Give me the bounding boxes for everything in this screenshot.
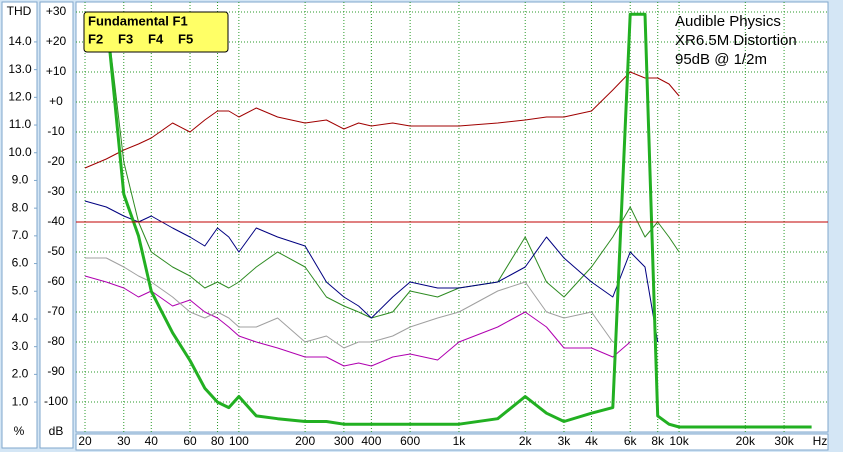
series-line: [85, 11, 680, 319]
y2-tick-label: 2.0: [12, 367, 29, 381]
y-tick-label: -70: [47, 304, 65, 318]
series-line: [85, 12, 812, 429]
y-tick-label: +10: [46, 64, 67, 78]
x-tick-label: 200: [295, 434, 315, 448]
x-tick-label: 3k: [558, 434, 572, 448]
y-tick-label: -80: [47, 334, 65, 348]
legend-label: F3: [118, 31, 133, 46]
legend-label: Fundamental F1: [88, 13, 188, 28]
y-tick-label: +30: [46, 4, 67, 18]
y-tick-label: -50: [47, 244, 65, 258]
y2-tick-label: 10.0: [8, 145, 32, 159]
y2-tick-label: 13.0: [8, 62, 32, 76]
y2-tick-label: 3.0: [12, 339, 29, 353]
x-tick-label: 400: [361, 434, 381, 448]
x-tick-label: 1k: [453, 434, 467, 448]
series-line: [84, 275, 631, 367]
series-line: [85, 257, 614, 349]
x-tick-label: 300: [334, 434, 354, 448]
x-tick-label: 30k: [774, 434, 794, 448]
y2-tick-label: 7.0: [12, 228, 29, 242]
y2-axis-label: THD: [7, 4, 32, 18]
x-tick-label: 20k: [736, 434, 756, 448]
annotation: XR6.5M Distortion: [675, 32, 797, 49]
y2-tick-label: 11.0: [9, 117, 32, 131]
legend-label: F5: [178, 31, 193, 46]
legend: Fundamental F1 F2 F3 F4 F5: [83, 11, 229, 53]
y-tick-label: +20: [46, 34, 67, 48]
x-tick-label: 40: [145, 434, 159, 448]
series-line: [84, 200, 659, 343]
y-tick-label: -10: [47, 124, 65, 138]
y2-tick-label: 14.0: [8, 34, 32, 48]
annotation: 95dB @ 1/2m: [675, 51, 767, 68]
x-tick-label: 600: [400, 434, 420, 448]
legend-box: [83, 11, 229, 53]
x-tick-label: 60: [183, 434, 197, 448]
plot-area: [75, 1, 829, 433]
x-tick-label: 2k: [519, 434, 533, 448]
y2-tick-label: 9.0: [12, 173, 29, 187]
series-line: [84, 71, 680, 169]
y2-unit: %: [14, 424, 25, 438]
y-unit: dB: [49, 424, 64, 438]
y2-tick-label: 8.0: [12, 200, 29, 214]
y-tick-label: -90: [47, 364, 65, 378]
x-tick-label: 100: [229, 434, 249, 448]
y2-tick-label: 4.0: [12, 311, 29, 325]
x-tick-label: 80: [211, 434, 225, 448]
y-tick-label: -20: [47, 154, 65, 168]
y2-tick-label: 5.0: [12, 283, 29, 297]
x-tick-label: 20: [78, 434, 92, 448]
legend-label: F2: [88, 31, 103, 46]
x-unit: Hz: [813, 434, 828, 448]
x-tick-label: 30: [117, 434, 131, 448]
lines: [84, 11, 812, 429]
y-tick-label: -60: [47, 274, 65, 288]
legend-label: F4: [148, 31, 164, 46]
y-tick-label: -40: [47, 214, 65, 228]
y-tick-label: -30: [47, 184, 65, 198]
y2-tick-label: 12.0: [8, 90, 32, 104]
y-tick-label: +0: [49, 94, 63, 108]
y2-tick-label: 1.0: [12, 394, 29, 408]
x-tick-label: 8k: [651, 434, 665, 448]
y2-tick-label: 6.0: [12, 256, 29, 270]
db-axis-panel: [39, 1, 74, 449]
x-tick-label: 6k: [624, 434, 638, 448]
x-tick-label: 10k: [669, 434, 689, 448]
annotation: Audible Physics: [675, 13, 781, 30]
thd-axis-panel: [1, 1, 38, 449]
x-axis-panel: [75, 433, 829, 451]
y-tick-label: -100: [44, 394, 68, 408]
x-tick-label: 4k: [585, 434, 599, 448]
